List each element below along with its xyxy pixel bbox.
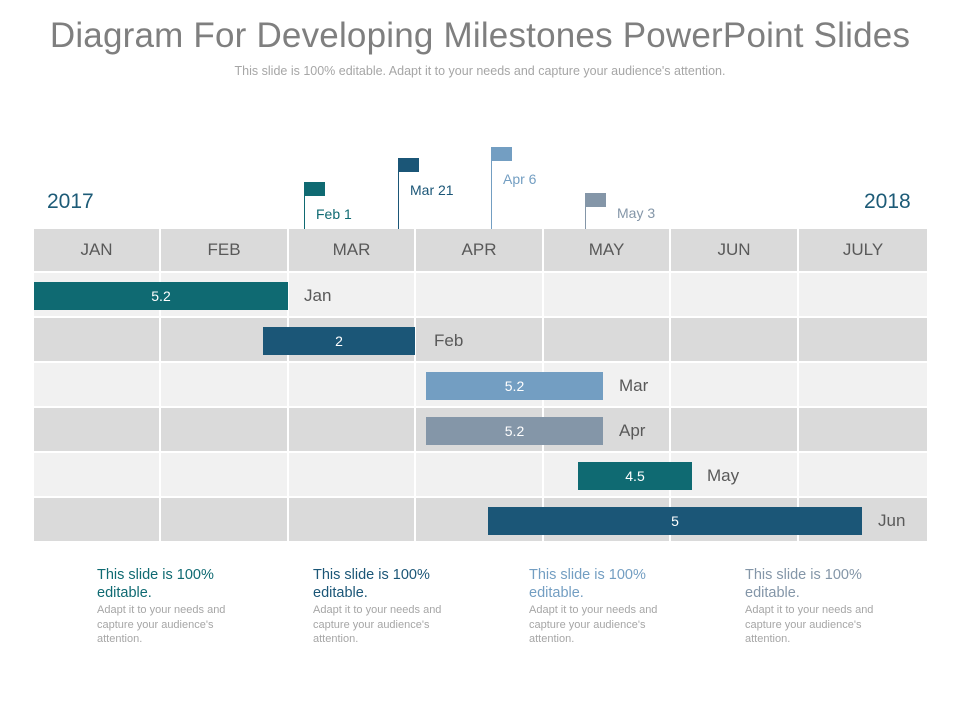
milestone-date-label: Feb 1 [316, 206, 352, 222]
timeline-cell [289, 408, 416, 451]
bar-value: 5.2 [151, 288, 171, 304]
note-block: This slide is 100% editable. Adapt it to … [313, 566, 453, 647]
note-body: Adapt it to your needs and capture your … [313, 604, 442, 645]
slide-title: Diagram For Developing Milestones PowerP… [49, 16, 911, 55]
bar-label-mar: Mar [619, 376, 649, 395]
milestone-date-label: Mar 21 [410, 182, 454, 198]
month-header-jan: JAN [34, 229, 161, 271]
note-heading: This slide is 100% editable. [745, 567, 862, 601]
bar-value: 5 [671, 513, 679, 529]
month-header-july: JULY [842, 240, 884, 259]
note-heading: This slide is 100% editable. [97, 567, 214, 601]
year-end-label: 2018 [864, 190, 911, 213]
duration-bar-may: 4.5 [578, 462, 692, 490]
flag-icon [399, 158, 419, 172]
timeline-cell [289, 363, 416, 406]
timeline-cell [671, 408, 799, 451]
flag-pole [304, 182, 305, 229]
note-block: This slide is 100% editable. Adapt it to … [529, 566, 669, 647]
note-block: This slide is 100% editable. Adapt it to … [97, 566, 237, 647]
flag-icon [586, 193, 606, 207]
timeline-rows [34, 273, 927, 541]
note-body: Adapt it to your needs and capture your … [745, 604, 874, 645]
note-body: Adapt it to your needs and capture your … [529, 604, 658, 645]
month-header-row: JAN FEB MAR APR MAY JUN JULY [34, 229, 927, 271]
timeline-cell [161, 363, 289, 406]
timeline-cell [289, 453, 416, 496]
milestone-date-label: May 3 [617, 205, 656, 221]
bar-value: 5.2 [504, 423, 525, 439]
timeline-cell [671, 318, 799, 361]
flag-icon [305, 182, 325, 196]
timeline-cell [289, 273, 416, 316]
flag-icon [492, 147, 512, 161]
timeline-cell [289, 498, 416, 541]
bar-value: 5.2 [504, 378, 525, 394]
timeline-row [34, 273, 927, 316]
timeline-cell [34, 498, 161, 541]
timeline-cell [544, 318, 671, 361]
duration-bar-feb: 2 [263, 327, 415, 355]
timeline-cell [799, 273, 927, 316]
timeline-cell [161, 408, 289, 451]
timeline-row [34, 408, 927, 451]
timeline-cell [671, 453, 799, 496]
duration-bar-jan: 5.2 [34, 282, 288, 310]
timeline-cell [671, 363, 799, 406]
month-header-apr: APR [416, 229, 544, 271]
bar-value: 4.5 [625, 468, 645, 484]
bar-label-may: May [707, 466, 740, 485]
month-header-may: MAY [544, 229, 671, 271]
timeline-cell [799, 408, 927, 451]
bar-value: 2 [335, 333, 343, 349]
timeline-cell [161, 453, 289, 496]
timeline-cell [544, 273, 671, 316]
note-heading: This slide is 100% editable. [529, 567, 646, 601]
bar-label-jan: Jan [304, 286, 332, 305]
flag-pole [398, 158, 399, 229]
timeline-cell [799, 318, 927, 361]
timeline-row [34, 453, 927, 496]
milestone-date-label: Apr 6 [503, 171, 537, 187]
note-body: Adapt it to your needs and capture your … [97, 604, 226, 645]
timeline-cell [799, 363, 927, 406]
bar-label-jun: Jun [878, 511, 906, 530]
slide-subtitle: This slide is 100% editable. Adapt it to… [234, 64, 726, 78]
month-header-mar: MAR [289, 229, 416, 271]
note-block: This slide is 100% editable. Adapt it to … [745, 566, 885, 647]
timeline-cell [161, 498, 289, 541]
flag-pole [491, 147, 492, 229]
timeline-grid: JAN FEB MAR APR MAY JUN JULY [34, 229, 927, 541]
timeline-row [34, 318, 927, 361]
flag-pole [585, 193, 586, 229]
duration-bar-jun: 5 [488, 507, 862, 535]
timeline-cell [34, 363, 161, 406]
timeline-cell [34, 408, 161, 451]
timeline-cell [416, 273, 544, 316]
timeline-cell [416, 318, 544, 361]
timeline-cell [416, 453, 544, 496]
year-start-label: 2017 [47, 190, 94, 213]
timeline-cell [34, 453, 161, 496]
timeline-cell [799, 453, 927, 496]
duration-bar-apr: 5.2 [426, 417, 603, 445]
month-header-jun: JUN [671, 229, 799, 271]
duration-bar-mar: 5.2 [426, 372, 603, 400]
bar-label-apr: Apr [619, 421, 646, 440]
timeline-cell [671, 273, 799, 316]
note-heading: This slide is 100% editable. [313, 567, 430, 601]
month-header-feb: FEB [161, 229, 289, 271]
timeline-cell [34, 318, 161, 361]
bar-label-feb: Feb [434, 331, 464, 350]
